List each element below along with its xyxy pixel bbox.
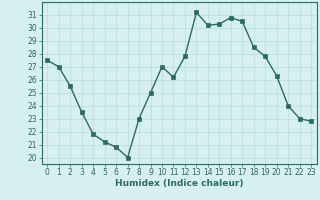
X-axis label: Humidex (Indice chaleur): Humidex (Indice chaleur) [115,179,244,188]
